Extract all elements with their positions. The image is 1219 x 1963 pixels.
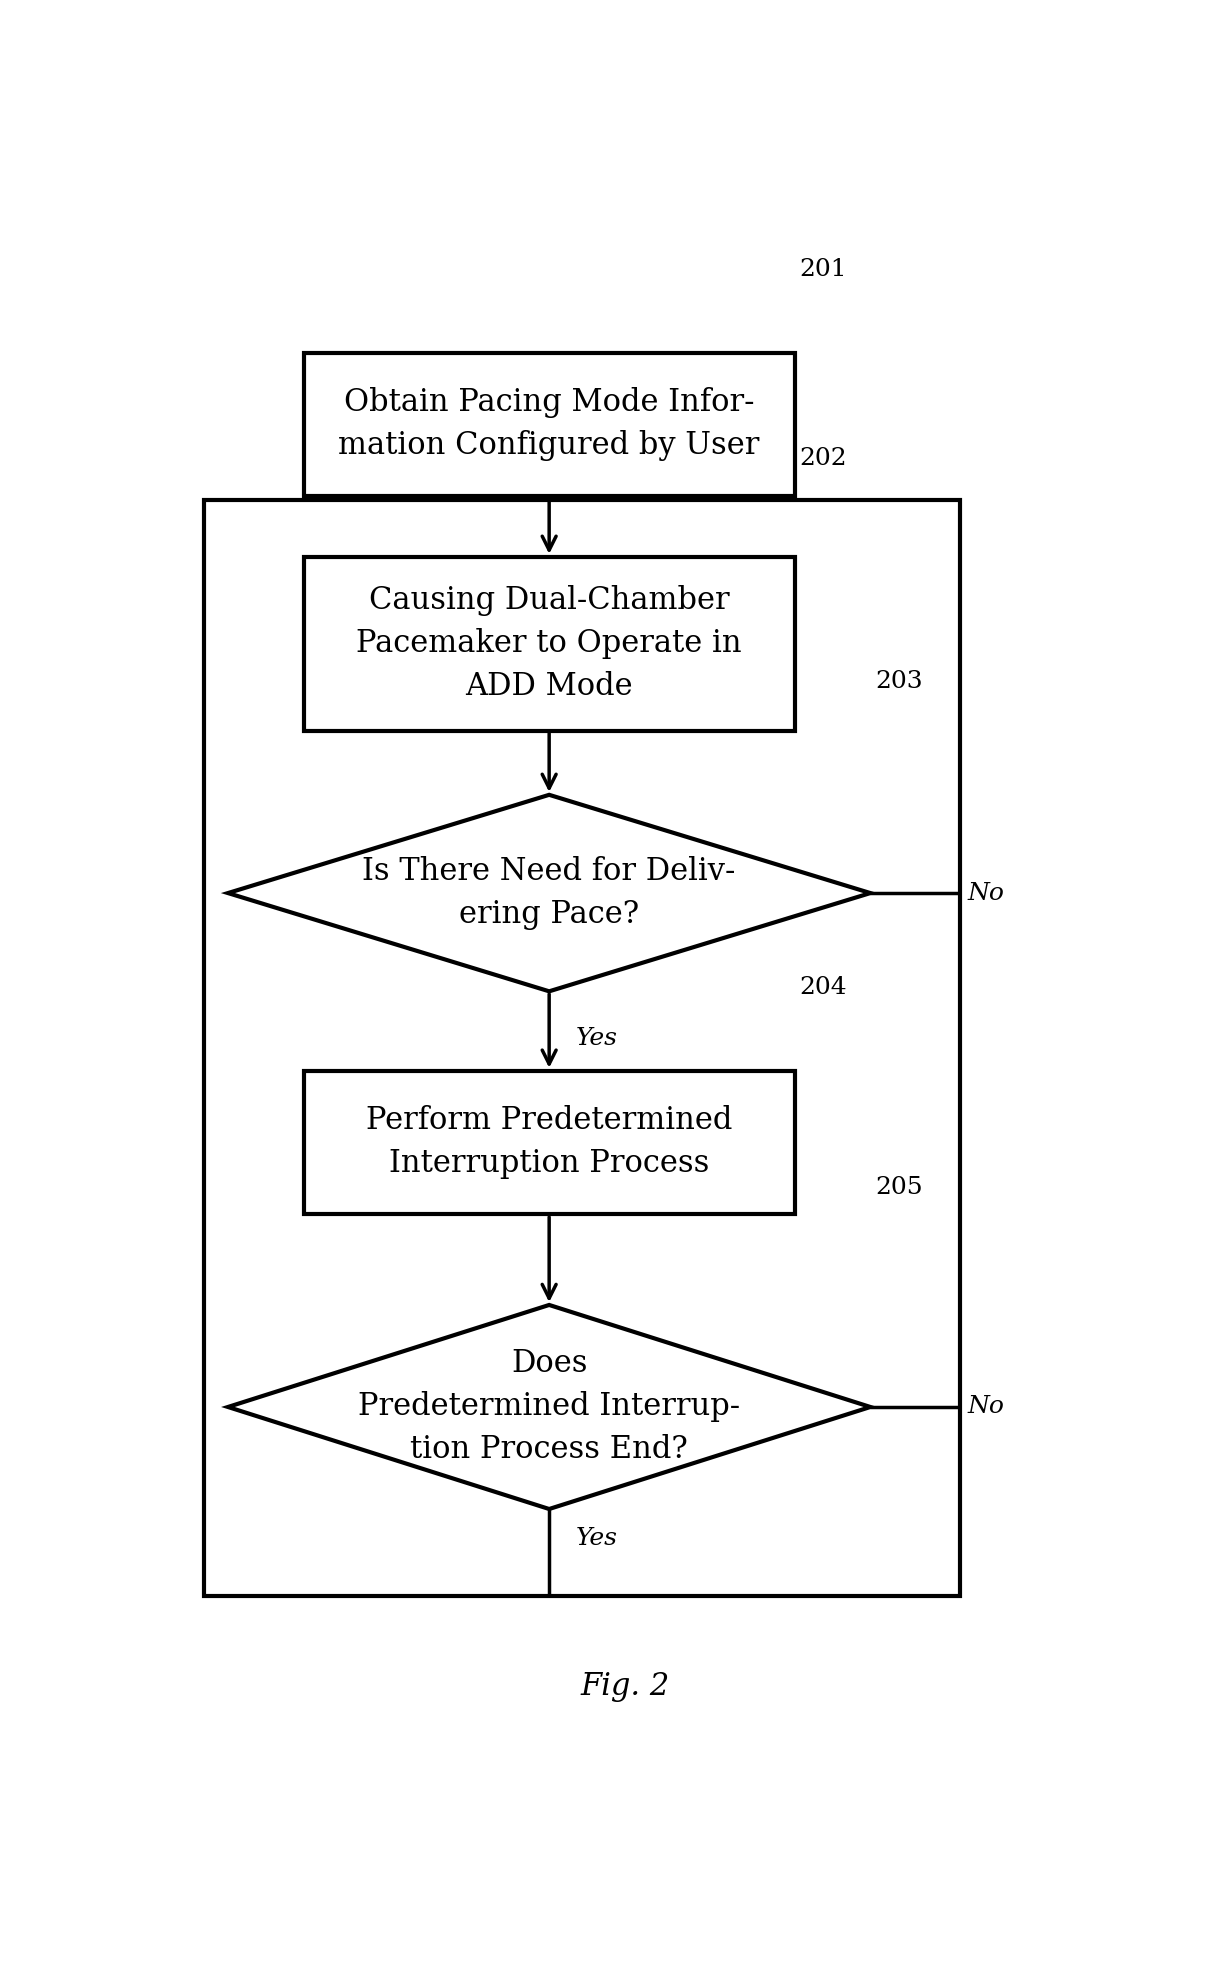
Text: Yes: Yes	[575, 1027, 618, 1050]
Text: Fig. 2: Fig. 2	[580, 1671, 669, 1702]
Text: Does
Predetermined Interrup-
tion Process End?: Does Predetermined Interrup- tion Proces…	[358, 1349, 740, 1466]
Polygon shape	[228, 795, 870, 991]
Text: No: No	[968, 1396, 1004, 1419]
Bar	[304, 1070, 795, 1215]
Polygon shape	[228, 1305, 870, 1510]
Bar	[304, 353, 795, 497]
Text: Is There Need for Deliv-
ering Pace?: Is There Need for Deliv- ering Pace?	[362, 856, 736, 930]
Text: 203: 203	[875, 669, 923, 693]
Bar	[304, 557, 795, 730]
Text: Yes: Yes	[575, 1527, 618, 1551]
Text: Causing Dual-Chamber
Pacemaker to Operate in
ADD Mode: Causing Dual-Chamber Pacemaker to Operat…	[356, 585, 742, 703]
Text: 205: 205	[875, 1176, 923, 1199]
Text: No: No	[968, 881, 1004, 905]
Bar	[205, 501, 961, 1596]
Text: 202: 202	[800, 448, 847, 469]
Text: Perform Predetermined
Interruption Process: Perform Predetermined Interruption Proce…	[366, 1105, 733, 1180]
Text: 201: 201	[800, 257, 847, 281]
Text: 204: 204	[800, 976, 847, 999]
Text: Obtain Pacing Mode Infor-
mation Configured by User: Obtain Pacing Mode Infor- mation Configu…	[339, 387, 759, 461]
